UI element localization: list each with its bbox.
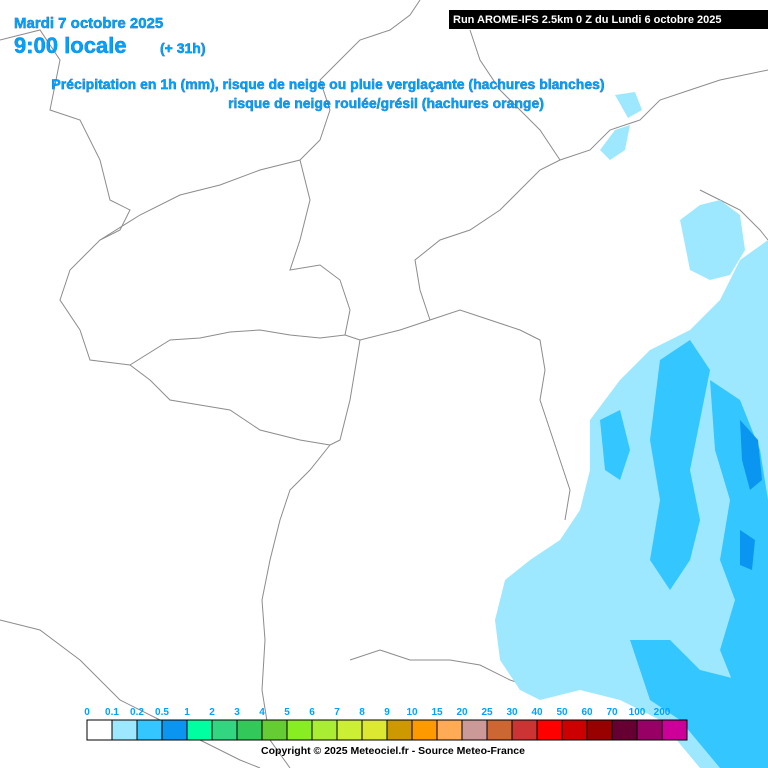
legend-box — [486, 719, 513, 741]
time: 9:00 locale — [14, 33, 127, 58]
legend-box — [336, 719, 363, 741]
legend-box — [286, 719, 313, 741]
date: Mardi 7 octobre 2025 — [14, 15, 163, 32]
precip-area — [600, 410, 630, 480]
legend-box — [361, 719, 388, 741]
tick-label: 8 — [359, 707, 365, 718]
tick-label: 2 — [209, 707, 215, 718]
tick-label: 3 — [234, 707, 240, 718]
precipitation — [495, 92, 768, 768]
tick-label: 20 — [456, 707, 468, 718]
tick-label: 0.2 — [130, 707, 144, 718]
precip-area — [650, 340, 710, 590]
legend-box — [186, 719, 213, 741]
legend-box — [636, 719, 663, 741]
legend-box — [436, 719, 463, 741]
run-info: Run AROME-IFS 2.5km 0 Z du Lundi 6 octob… — [453, 14, 722, 26]
subtitle: risque de neige roulée/grésil (hachures … — [228, 95, 544, 111]
tick-label: 0 — [84, 707, 90, 718]
tick-label: 15 — [431, 707, 443, 718]
tick-label: 60 — [581, 707, 593, 718]
precip-area — [600, 125, 630, 160]
tick-label: 30 — [506, 707, 518, 718]
legend-box — [386, 719, 413, 741]
border — [0, 29, 331, 446]
tick-label: 9 — [384, 707, 390, 718]
legend-box — [586, 719, 613, 741]
legend-box — [461, 719, 488, 741]
tick-label: 6 — [309, 707, 315, 718]
tick-label: 50 — [556, 707, 568, 718]
legend-box — [111, 719, 138, 741]
tick-label: 5 — [284, 707, 290, 718]
run-banner — [449, 10, 768, 29]
tick-label: 100 — [629, 707, 646, 718]
tick-label: 25 — [481, 707, 493, 718]
legend-box — [661, 719, 688, 741]
legend-box — [211, 719, 238, 741]
legend-box — [561, 719, 588, 741]
border — [469, 29, 561, 161]
tick-label: 40 — [531, 707, 543, 718]
border — [289, 159, 351, 336]
tick-label: 10 — [406, 707, 418, 718]
legend-box — [611, 719, 638, 741]
legend-box — [86, 719, 113, 741]
precip-area — [740, 420, 762, 490]
border — [129, 329, 361, 446]
border — [699, 189, 768, 241]
tick-label: 4 — [259, 707, 265, 718]
border — [261, 444, 331, 768]
legend-box — [261, 719, 288, 741]
legend-box — [136, 719, 163, 741]
precip-area — [740, 530, 755, 570]
precip-area — [680, 200, 745, 280]
legend-box — [511, 719, 538, 741]
legend-box — [311, 719, 338, 741]
legend-box — [411, 719, 438, 741]
border — [359, 309, 571, 521]
legend-box — [236, 719, 263, 741]
tick-label: 200 — [654, 707, 671, 718]
tick-label: 70 — [606, 707, 618, 718]
tick-label: 0.5 — [155, 707, 169, 718]
precip-area — [615, 92, 642, 118]
copyright: Copyright © 2025 Meteociel.fr - Source M… — [261, 745, 525, 757]
precip-area — [630, 640, 768, 768]
lead-time: (+ 31h) — [160, 40, 206, 56]
tick-label: 0.1 — [105, 707, 119, 718]
tick-label: 1 — [184, 707, 190, 718]
border — [99, 0, 421, 241]
subtitle: Précipitation en 1h (mm), risque de neig… — [51, 76, 604, 92]
legend-box — [536, 719, 563, 741]
border — [414, 69, 768, 321]
border — [0, 619, 261, 768]
legend: 0 0.1 0.2 0.5 1 2 3 4 5 6 7 8 9 10 15 20 25 30 40 50 60 70 100… — [84, 707, 688, 741]
tick-label: 7 — [334, 707, 340, 718]
legend-box — [161, 719, 188, 741]
